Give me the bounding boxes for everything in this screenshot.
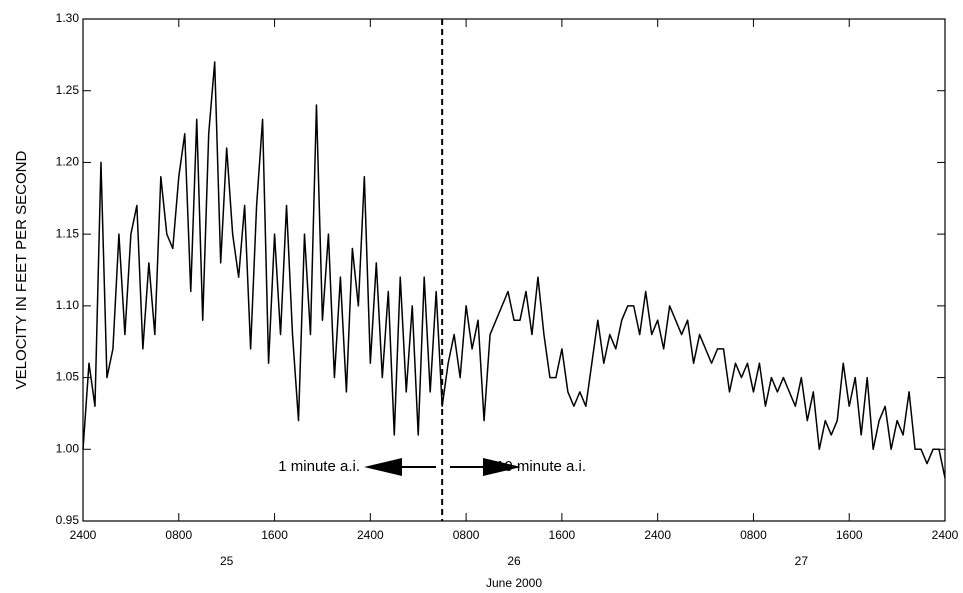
x-tick-label: 0800: [165, 528, 192, 542]
y-tick-label: 1.05: [56, 370, 80, 384]
x-tick-label: 2400: [932, 528, 959, 542]
y-tick-label: 1.25: [56, 83, 80, 97]
y-tick-label: 1.00: [56, 441, 80, 455]
day-label: 25: [220, 554, 234, 568]
y-tick-label: 1.15: [56, 226, 80, 240]
day-label: 27: [795, 554, 809, 568]
plot-frame: [82, 18, 946, 522]
arrow: [450, 458, 521, 476]
x-tick-label: 1600: [549, 528, 576, 542]
y-tick-label: 1.10: [56, 298, 80, 312]
x-tick-label: 1600: [261, 528, 288, 542]
y-tick-label: 1.30: [56, 11, 80, 25]
y-tick-label: 1.20: [56, 155, 80, 169]
y-axis-label: VELOCITY IN FEET PER SECOND: [13, 151, 30, 390]
x-tick-label: 2400: [70, 528, 97, 542]
x-axis-label: June 2000: [486, 576, 542, 590]
x-tick-label: 2400: [357, 528, 384, 542]
x-tick-label: 1600: [836, 528, 863, 542]
day-label: 26: [507, 554, 521, 568]
x-tick-label: 2400: [644, 528, 671, 542]
y-tick-label: 0.95: [56, 513, 80, 527]
x-tick-label: 0800: [453, 528, 480, 542]
arrow: [364, 458, 436, 476]
annotation: 10 minute a.i.: [496, 458, 586, 475]
data-line: [82, 61, 946, 479]
x-tick-label: 0800: [740, 528, 767, 542]
annotation: 1 minute a.i.: [278, 458, 360, 475]
